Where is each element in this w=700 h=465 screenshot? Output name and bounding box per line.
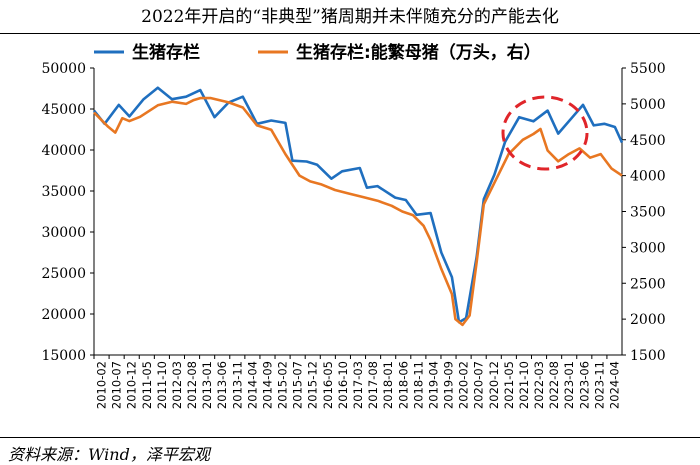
x-tick-label: 2015-02 — [276, 361, 290, 409]
right-tick-label: 2500 — [630, 276, 666, 292]
right-tick-label: 4500 — [630, 133, 666, 149]
right-tick-label: 5000 — [630, 97, 666, 113]
highlight-dashed-circle — [501, 95, 589, 171]
right-tick-label: 3500 — [630, 205, 666, 221]
x-tick-label: 2018-11 — [411, 361, 425, 409]
right-tick-label: 1500 — [630, 348, 666, 364]
x-tick-label: 2022-03 — [532, 361, 546, 409]
x-tick-label: 2016-10 — [336, 361, 350, 409]
legend-label-series1: 生猪存栏 — [132, 42, 200, 63]
x-tick-label: 2011-05 — [140, 361, 154, 409]
x-tick-label: 2012-08 — [185, 361, 199, 409]
x-tick-label: 2011-10 — [155, 361, 169, 409]
series-line-1 — [92, 86, 624, 324]
x-tick-label: 2020-02 — [457, 361, 471, 409]
x-tick-label: 2021-05 — [502, 361, 516, 409]
x-tick-label: 2023-11 — [592, 361, 606, 409]
right-tick-label: 3000 — [630, 240, 666, 256]
series-lines — [92, 86, 624, 327]
legend: 生猪存栏 生猪存栏:能繁母猪（万头，右） — [94, 42, 541, 63]
bottom-rule — [0, 437, 700, 438]
x-tick-label: 2018-01 — [381, 361, 395, 409]
x-tick-label: 2022-08 — [547, 361, 561, 409]
x-tick-label: 2013-11 — [230, 361, 244, 409]
right-tick-label: 4000 — [630, 169, 666, 185]
left-tick-label: 25000 — [41, 266, 86, 282]
x-tick-label: 2013-06 — [215, 361, 229, 409]
x-tick-label: 2021-10 — [517, 361, 531, 409]
x-tick-label: 2012-03 — [170, 361, 184, 409]
left-tick-label: 50000 — [41, 61, 86, 77]
left-tick-label: 45000 — [41, 102, 86, 118]
left-tick-label: 30000 — [41, 225, 86, 241]
legend-label-series2: 生猪存栏:能繁母猪（万头，右） — [296, 42, 541, 63]
series-line-2 — [93, 96, 623, 327]
x-tick-label: 2020-12 — [487, 361, 501, 409]
x-tick-label: 2017-08 — [366, 361, 380, 409]
x-tick-label: 2018-06 — [396, 361, 410, 409]
x-tick-label: 2014-04 — [245, 361, 259, 409]
left-tick-label: 15000 — [41, 348, 86, 364]
x-tick-label: 2020-07 — [472, 361, 486, 409]
x-tick-label: 2017-03 — [351, 361, 365, 409]
x-tick-label: 2013-01 — [200, 361, 214, 409]
x-tick-label: 2019-09 — [442, 361, 456, 409]
axes: 15000 20000 25000 30000 35000 40000 45000 50000… — [41, 61, 665, 409]
x-tick-label: 2010-02 — [95, 361, 109, 409]
x-tick-label: 2023-06 — [577, 361, 591, 409]
right-tick-label: 2000 — [630, 312, 666, 328]
top-rule — [0, 33, 700, 34]
x-tick-label: 2016-05 — [321, 361, 335, 409]
left-tick-label: 20000 — [41, 307, 86, 323]
right-tick-label: 5500 — [630, 61, 666, 77]
source-note: 资料来源：Wind，泽平宏观 — [8, 445, 210, 464]
x-tick-label: 2019-04 — [426, 361, 440, 409]
x-tick-label: 2010-07 — [110, 361, 124, 409]
x-tick-label: 2015-07 — [291, 361, 305, 409]
left-tick-label: 40000 — [41, 143, 86, 159]
x-tick-label: 2014-09 — [260, 361, 274, 409]
chart-title: 2022年开启的“非典型”猪周期并未伴随充分的产能去化 — [141, 7, 559, 27]
x-tick-label: 2015-12 — [306, 361, 320, 409]
x-tick-label: 2010-12 — [125, 361, 139, 409]
x-tick-label: 2024-04 — [607, 361, 621, 409]
left-tick-label: 35000 — [41, 184, 86, 200]
x-tick-label: 2023-01 — [562, 361, 576, 409]
